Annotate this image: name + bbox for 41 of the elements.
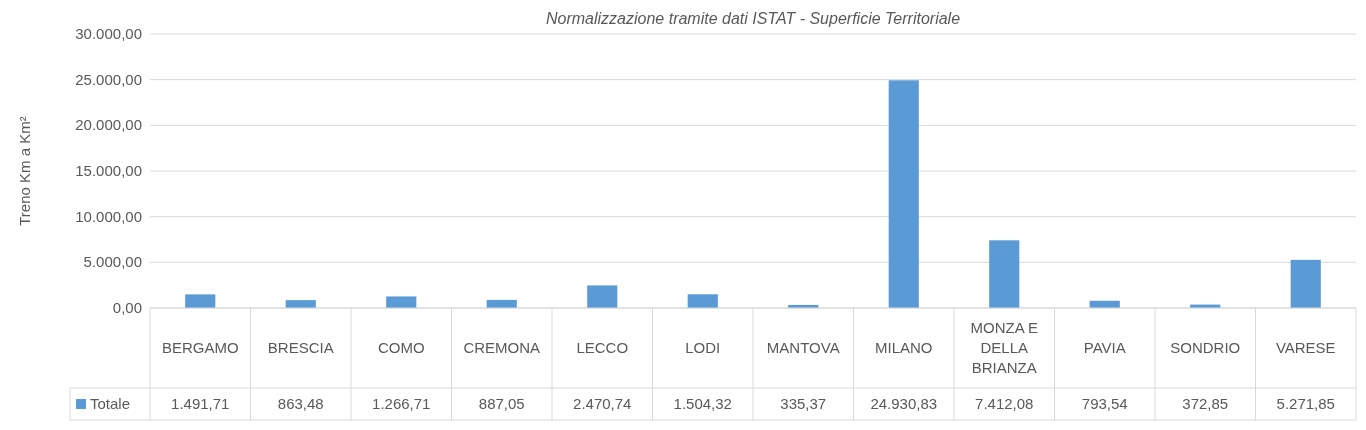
y-tick-label: 25.000,00 bbox=[75, 70, 142, 88]
y-tick-label: 5.000,00 bbox=[83, 253, 142, 271]
x-tick-label: MANTOVA bbox=[766, 339, 840, 356]
x-tick-label: COMO bbox=[377, 339, 425, 356]
data-label: 887,05 bbox=[478, 395, 525, 412]
x-tick-label: LODI bbox=[685, 339, 721, 356]
bar bbox=[687, 294, 718, 308]
data-label: 2.470,74 bbox=[573, 395, 632, 412]
y-axis-title: Treno Km a Km² bbox=[16, 116, 33, 226]
x-tick-label: BRESCIA bbox=[267, 339, 334, 356]
data-label: 372,85 bbox=[1182, 395, 1229, 412]
data-label: 1.504,32 bbox=[673, 395, 732, 412]
x-tick-label: MILANO bbox=[874, 339, 933, 356]
x-tick-label: LECCO bbox=[576, 339, 629, 356]
x-tick-label: SONDRIO bbox=[1170, 339, 1241, 356]
bar bbox=[185, 294, 216, 308]
bar bbox=[989, 240, 1020, 308]
data-label: 335,37 bbox=[780, 395, 827, 412]
y-tick-label: 0,00 bbox=[112, 299, 142, 316]
x-tick-label: MONZA E DELLA BRIANZA bbox=[970, 319, 1039, 376]
y-tick-label: 20.000,00 bbox=[75, 116, 142, 134]
data-label: 793,54 bbox=[1081, 395, 1128, 412]
data-label: 7.412,08 bbox=[975, 395, 1034, 412]
bar bbox=[386, 296, 417, 308]
y-tick-label: 30.000,00 bbox=[75, 25, 142, 42]
legend-label: Totale bbox=[90, 395, 131, 412]
bar bbox=[587, 285, 618, 308]
bar bbox=[1290, 259, 1321, 308]
y-tick-label: 10.000,00 bbox=[75, 207, 142, 225]
data-label: 863,48 bbox=[277, 395, 324, 412]
data-label: 1.491,71 bbox=[171, 395, 230, 412]
data-label: 1.266,71 bbox=[372, 395, 431, 412]
x-tick-label: CREMONA bbox=[463, 339, 541, 356]
data-label: 24.930,83 bbox=[870, 395, 938, 412]
x-tick-label: VARESE bbox=[1275, 339, 1336, 356]
x-tick-label: PAVIA bbox=[1083, 339, 1126, 356]
y-tick-label: 15.000,00 bbox=[75, 162, 142, 179]
bar bbox=[888, 80, 919, 308]
x-tick-label: BERGAMO bbox=[161, 339, 239, 356]
chart-title: Normalizzazione tramite dati ISTAT - Superficie Territoriale bbox=[545, 10, 961, 27]
data-label: 5.271,85 bbox=[1276, 395, 1335, 412]
